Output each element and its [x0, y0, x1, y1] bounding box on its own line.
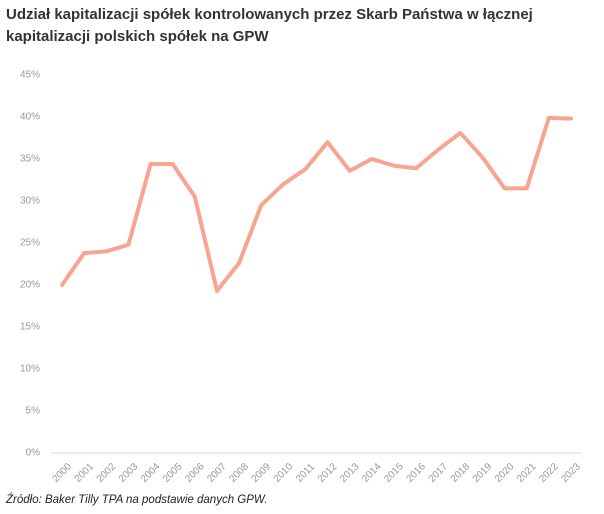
x-tick-label: 2008 — [227, 461, 251, 485]
x-tick-label: 2004 — [139, 461, 163, 485]
x-tick-label: 2023 — [559, 461, 583, 485]
x-tick-label: 2002 — [95, 461, 119, 485]
x-tick-label: 2021 — [515, 461, 539, 485]
x-tick-label: 2016 — [404, 461, 428, 485]
x-tick-label: 2000 — [50, 461, 74, 485]
y-tick-label: 30% — [20, 196, 40, 207]
chart: 0% 5% 10% 15% 20% 25% 30% 35% 40% 45% 200020012002… — [20, 70, 583, 485]
x-tick-label: 2006 — [183, 461, 207, 485]
y-tick-label: 10% — [20, 364, 40, 375]
x-tick-label: 2022 — [537, 461, 561, 485]
y-tick-label: 5% — [26, 406, 41, 417]
x-tick-label: 2003 — [117, 461, 141, 485]
x-tick-label: 2005 — [161, 461, 185, 485]
y-tick-label: 25% — [20, 238, 40, 249]
x-tick-label: 2018 — [449, 461, 473, 485]
y-tick-label: 35% — [20, 154, 40, 165]
y-tick-label: 0% — [26, 448, 41, 459]
x-tick-label: 2001 — [73, 461, 97, 485]
x-tick-label: 2014 — [360, 461, 384, 485]
x-tick-label: 2017 — [427, 461, 451, 485]
data-line — [60, 115, 573, 293]
x-tick-label: 2015 — [382, 461, 406, 485]
x-tick-label: 2013 — [338, 461, 362, 485]
x-tick-label: 2012 — [316, 461, 340, 485]
y-tick-label: 40% — [20, 112, 40, 123]
chart-title: Udział kapitalizacji spółek kontrolowany… — [6, 6, 533, 45]
x-tick-label: 2010 — [272, 461, 296, 485]
x-tick-label: 2007 — [205, 461, 229, 485]
x-tick-label: 2011 — [294, 461, 317, 484]
x-tick-label: 2019 — [471, 461, 495, 485]
y-tick-label: 15% — [20, 322, 40, 333]
x-tick-label: 2020 — [493, 461, 517, 485]
y-tick-label: 20% — [20, 280, 40, 291]
source-note: Źródło: Baker Tilly TPA na podstawie dan… — [6, 494, 268, 506]
x-tick-label: 2009 — [250, 461, 274, 485]
y-tick-label: 45% — [20, 70, 40, 81]
